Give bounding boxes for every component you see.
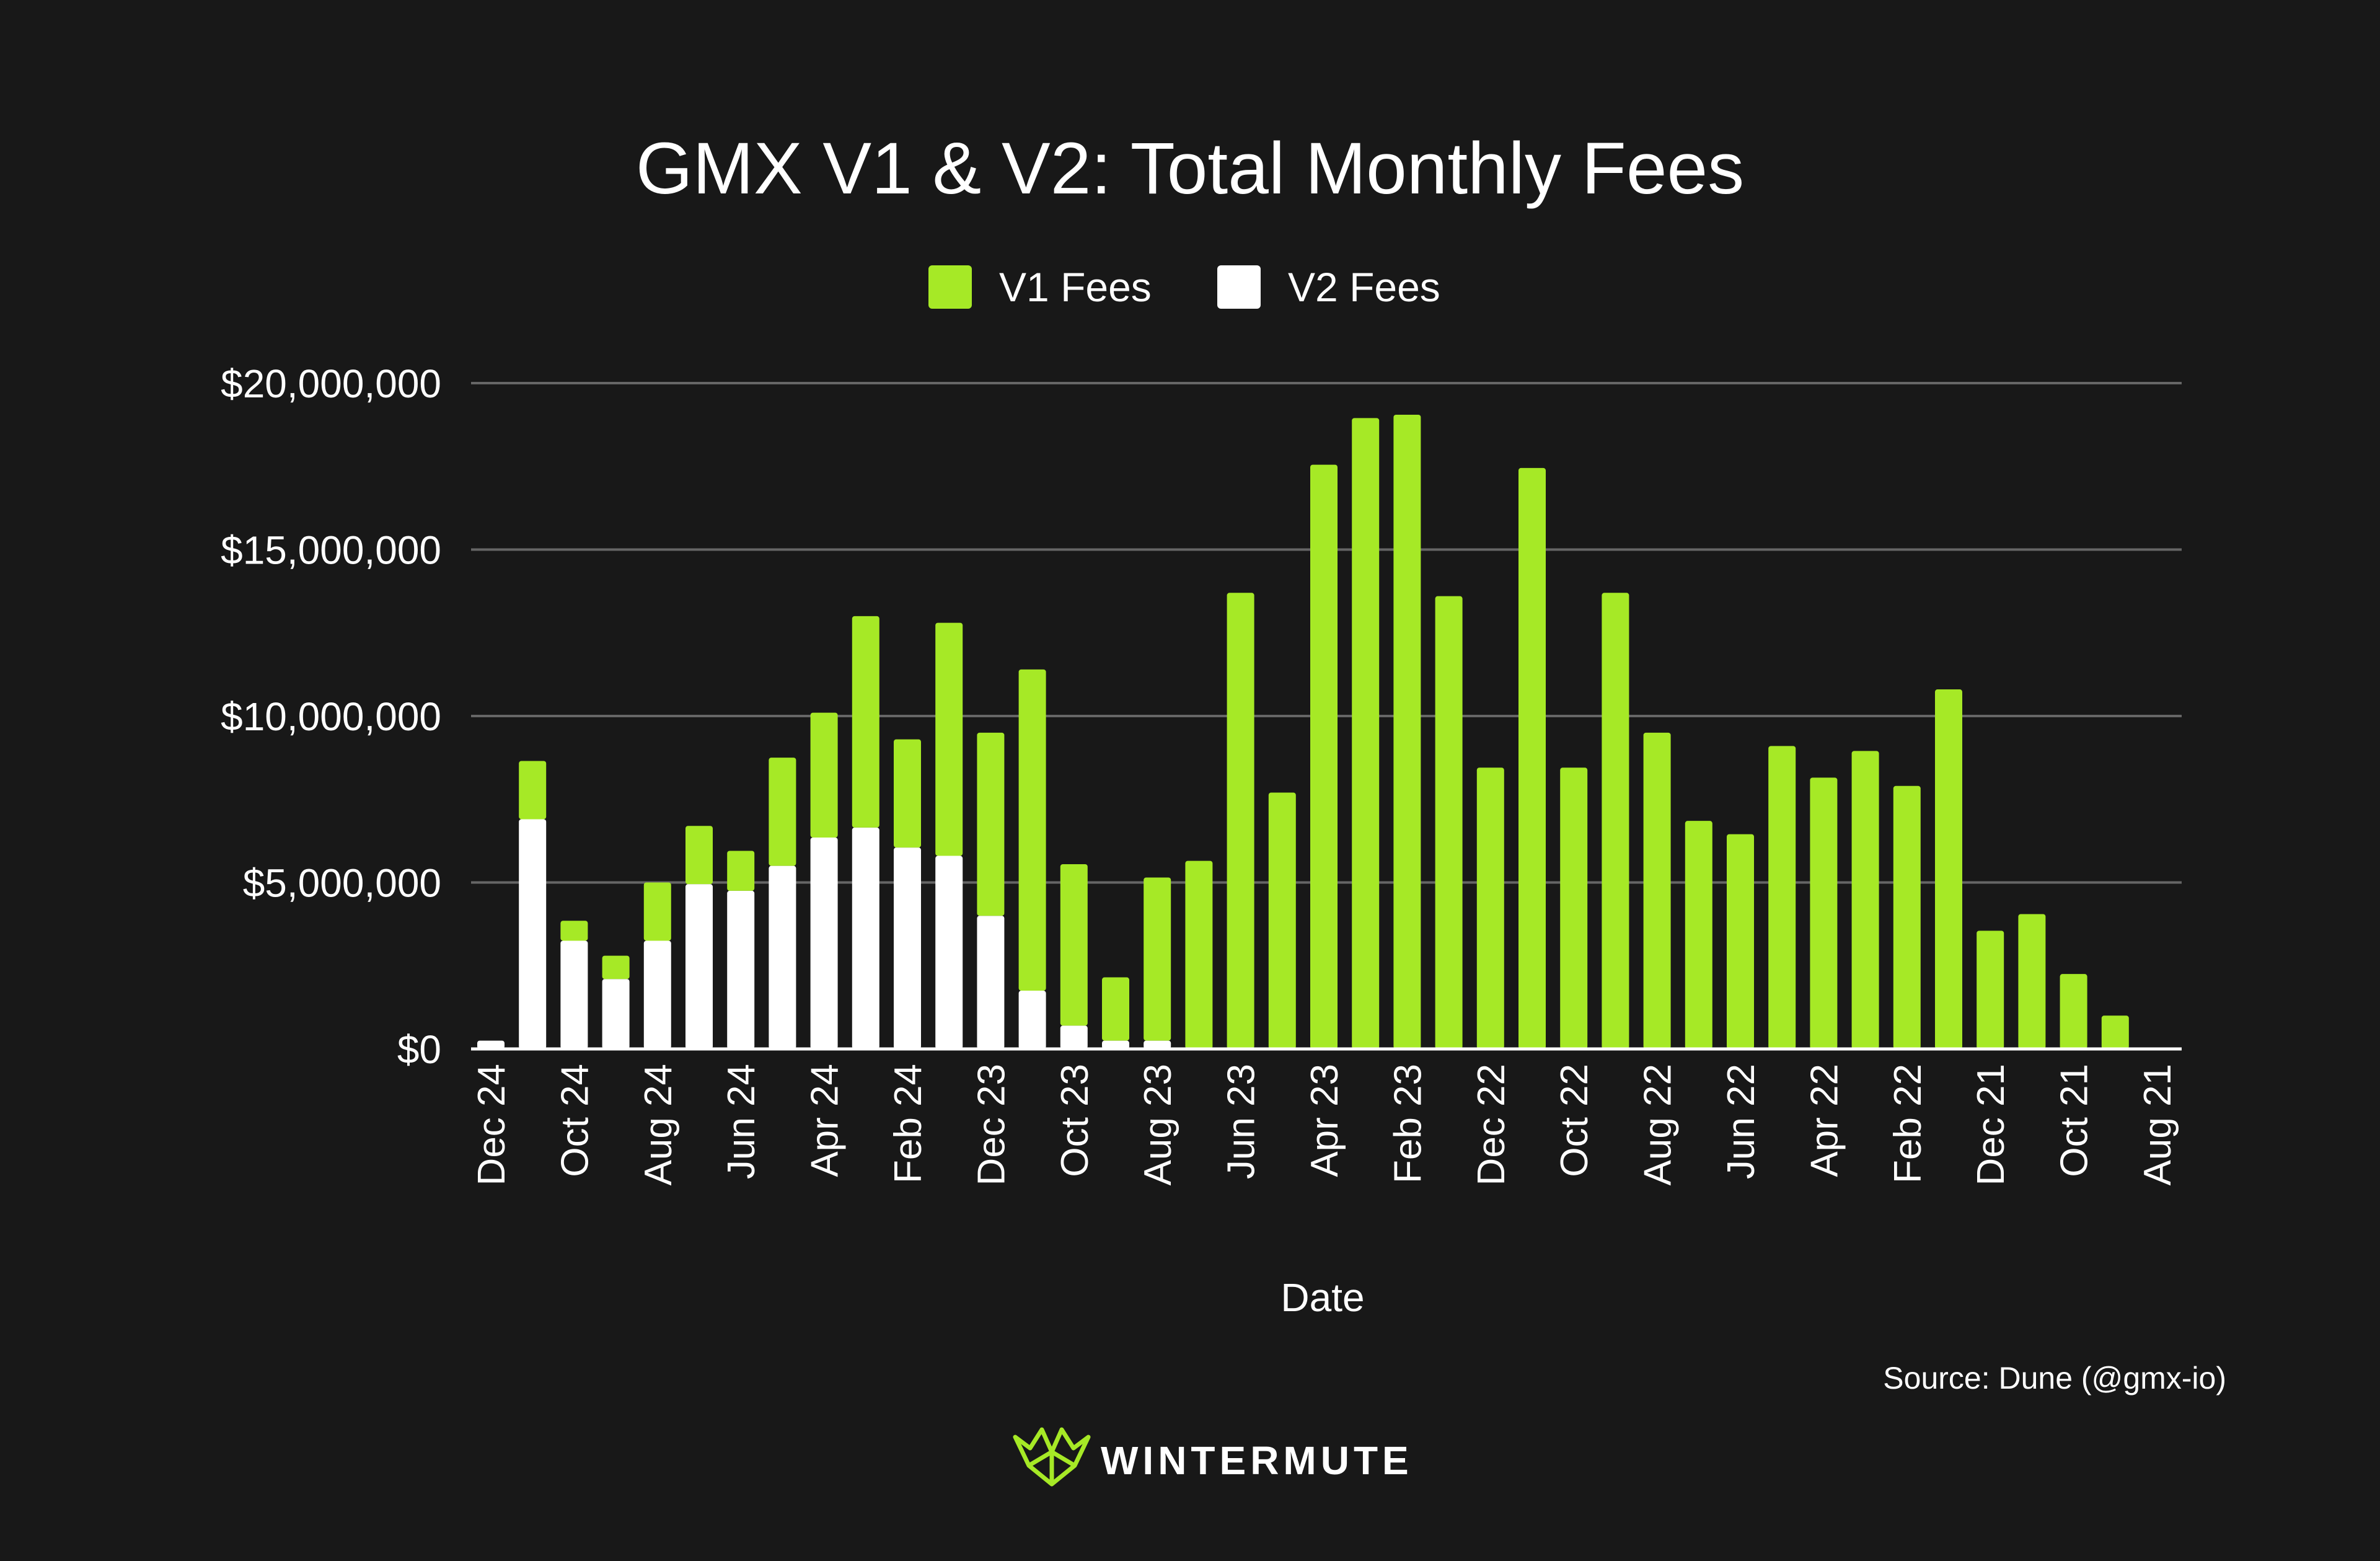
x-tick-label: Feb 22	[1887, 1064, 1929, 1183]
bar-v1	[1268, 792, 1296, 1049]
bar-v2	[1144, 1040, 1171, 1049]
bar-v1	[1435, 596, 1463, 1049]
x-tick-label: Apr 22	[1803, 1064, 1846, 1177]
x-tick-label: Dec 24	[470, 1064, 513, 1185]
x-tick-label: Oct 23	[1054, 1064, 1096, 1177]
bar-v1	[1518, 467, 1546, 1049]
bar-v1	[769, 758, 796, 866]
bar-v1	[560, 921, 588, 941]
bar-v2	[727, 890, 755, 1049]
bar-v2	[560, 940, 588, 1049]
legend-label-v1: V1 Fees	[999, 264, 1152, 310]
y-tick-label: $10,000,000	[221, 694, 441, 739]
bar-v1	[1935, 689, 1962, 1049]
x-tick-label: Oct 22	[1553, 1064, 1596, 1177]
bar-v1	[643, 882, 671, 941]
bar-v1	[1643, 732, 1671, 1049]
chart-title: GMX V1 & V2: Total Monthly Fees	[636, 128, 1744, 210]
x-tick-label: Aug 24	[637, 1064, 680, 1186]
bar-v1	[935, 622, 963, 856]
bar-v2	[685, 884, 713, 1049]
bar-v2	[643, 940, 671, 1049]
bar-v1	[1602, 593, 1629, 1049]
x-tick-label: Jun 23	[1220, 1064, 1263, 1179]
bar-v2	[977, 916, 1005, 1049]
bar-v1	[1851, 751, 1879, 1049]
x-tick-label: Aug 21	[2136, 1064, 2179, 1186]
bar-v2	[1102, 1040, 1129, 1049]
y-tick-label: $20,000,000	[221, 361, 441, 406]
bar-v1	[1560, 767, 1588, 1049]
x-tick-label: Aug 22	[1637, 1064, 1680, 1186]
bar-v1	[1144, 877, 1171, 1041]
bar-v1	[2060, 974, 2087, 1049]
bar-v2	[1060, 1025, 1088, 1049]
brand-name: WINTERMUTE	[1101, 1438, 1413, 1483]
bar-v1	[810, 712, 838, 838]
y-tick-label: $0	[397, 1027, 441, 1072]
bar-v2	[810, 838, 838, 1049]
bar-v2	[602, 979, 630, 1049]
bar-v2	[894, 847, 921, 1049]
bar-v1	[1060, 864, 1088, 1026]
bar-v1	[1227, 593, 1254, 1049]
bar-v2	[935, 856, 963, 1049]
bar-v1	[1768, 746, 1796, 1049]
bar-v1	[1727, 834, 1754, 1049]
bar-v1	[1685, 821, 1712, 1049]
source-note: Source: Dune (@gmx-io)	[1883, 1361, 2226, 1395]
bar-v1	[1393, 415, 1421, 1049]
x-tick-label: Aug 23	[1137, 1064, 1179, 1186]
x-tick-label: Feb 24	[887, 1064, 930, 1183]
y-tick-label: $5,000,000	[243, 861, 441, 906]
bar-v1	[1810, 777, 1838, 1049]
bar-v2	[769, 865, 796, 1049]
legend-label-v2: V2 Fees	[1288, 264, 1440, 310]
bar-v2	[477, 1040, 505, 1049]
bar-v1	[1977, 931, 2004, 1049]
legend: V1 Fees V2 Fees	[928, 264, 1440, 310]
x-tick-label: Dec 22	[1470, 1064, 1513, 1185]
y-axis-ticks: $0 $5,000,000 $10,000,000 $15,000,000 $20,00…	[221, 361, 441, 1072]
x-tick-label: Apr 23	[1303, 1064, 1346, 1177]
x-axis-ticks: Dec 24 Oct 24 Aug 24 Jun 24 Apr 24 Feb 24 Dec …	[470, 1064, 2179, 1186]
bar-v2	[519, 819, 547, 1049]
x-tick-label: Jun 22	[1720, 1064, 1763, 1179]
x-tick-label: Feb 23	[1386, 1064, 1429, 1183]
bar-v1	[1352, 418, 1380, 1049]
bar-layer	[477, 415, 2129, 1049]
bar-v1	[2018, 914, 2046, 1049]
bar-v1	[1476, 767, 1504, 1049]
bar-v1	[519, 761, 547, 820]
x-tick-label: Apr 24	[804, 1064, 847, 1177]
x-tick-label: Jun 24	[720, 1064, 763, 1179]
x-axis-label: Date	[1280, 1275, 1364, 1320]
x-tick-label: Oct 21	[2053, 1064, 2096, 1177]
bar-v1	[727, 851, 755, 891]
bar-v2	[1018, 991, 1046, 1049]
bar-v2	[852, 827, 879, 1049]
x-tick-label: Dec 23	[970, 1064, 1013, 1185]
wintermute-logo-icon	[1013, 1427, 1091, 1487]
x-tick-label: Dec 21	[1970, 1064, 2012, 1185]
bar-v1	[852, 616, 879, 828]
x-tick-label: Oct 24	[553, 1064, 596, 1177]
legend-swatch-v2	[1217, 265, 1261, 309]
brand: WINTERMUTE	[1013, 1427, 1413, 1487]
bar-v1	[685, 826, 713, 885]
bar-v1	[977, 732, 1005, 916]
bar-v1	[602, 955, 630, 979]
y-tick-label: $15,000,000	[221, 528, 441, 573]
bar-v1	[1018, 669, 1046, 991]
bar-v1	[894, 739, 921, 848]
bar-v1	[1310, 464, 1338, 1049]
legend-swatch-v1	[928, 265, 972, 309]
bar-v1	[1185, 860, 1213, 1049]
bar-v1	[1893, 785, 1921, 1049]
bar-v1	[1102, 977, 1129, 1041]
bar-v1	[2101, 1015, 2129, 1049]
